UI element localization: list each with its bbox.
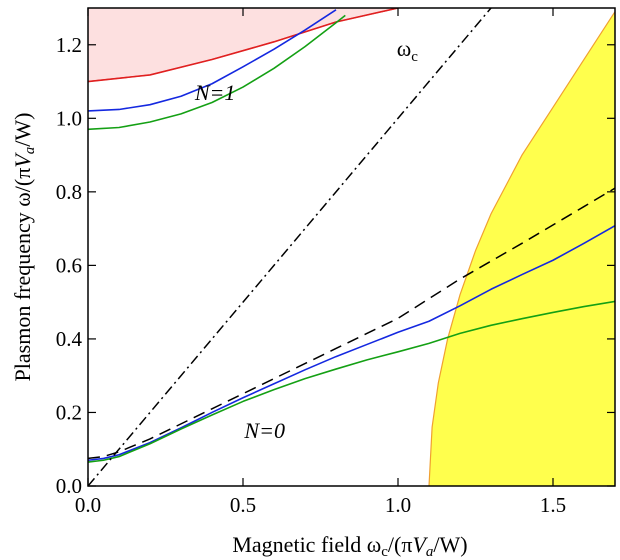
x-tick-label: 0.0 — [75, 493, 101, 517]
blue-n0-line — [88, 224, 615, 462]
y-tick-label: 1.2 — [56, 33, 82, 57]
y-tick-label: 0.8 — [56, 180, 82, 204]
x-tick-label: 1.0 — [385, 493, 411, 517]
y-axis-label: Plasmon frequency ω/(πVa/W) — [10, 113, 38, 382]
blue-n1-line — [88, 9, 337, 112]
yellow-region-edge — [428, 11, 615, 486]
x-tick-label: 0.5 — [230, 493, 256, 517]
omega-c-line — [88, 8, 492, 486]
green-n0-line — [88, 300, 615, 463]
series-curves — [88, 8, 615, 486]
y-tick-label: 0.6 — [56, 253, 82, 277]
annotations: ωc N=1 N=0 — [194, 36, 418, 443]
annotation-n0: N=0 — [243, 418, 285, 443]
plot-frame — [87, 7, 616, 487]
y-tick-label: 0.4 — [56, 327, 83, 351]
red-n1-line — [88, 8, 399, 83]
y-tick-label: 0.2 — [56, 400, 82, 424]
green-n1-line — [88, 14, 346, 131]
y-tick-label: 0.0 — [56, 474, 82, 498]
annotation-n1: N=1 — [194, 80, 236, 105]
y-tick-label: 1.0 — [56, 106, 82, 130]
axis-ticks: 0.0 0.5 1.0 1.5 0.0 0.2 0.4 0.6 0.8 1.0 1.2 — [56, 8, 615, 517]
x-axis-label: Magnetic field ωc/(πVa/W) — [232, 532, 467, 560]
x-tick-label: 1.5 — [540, 493, 566, 517]
shaded-regions — [88, 8, 615, 486]
yellow-region — [429, 11, 615, 486]
annotation-wc: ωc — [397, 36, 418, 65]
